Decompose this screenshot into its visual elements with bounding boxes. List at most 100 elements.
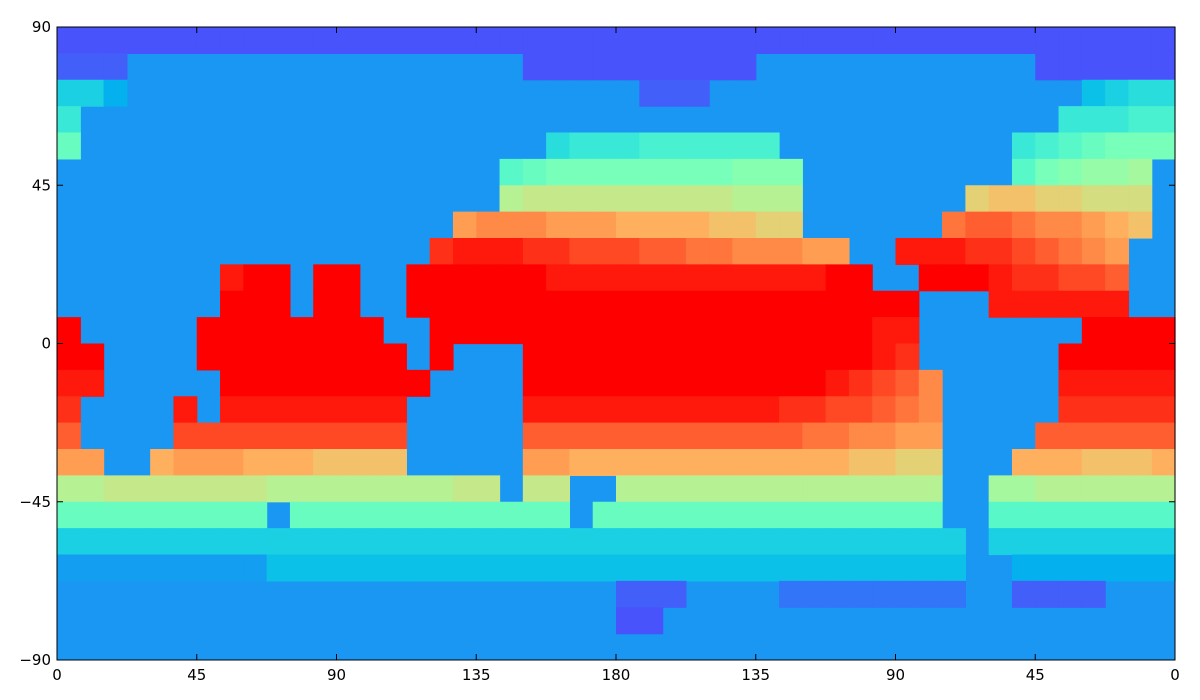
heatmap-cell (522, 528, 547, 556)
heatmap-cell (639, 449, 664, 476)
x-tick-label: 135 (741, 666, 770, 684)
heatmap-cell (592, 501, 617, 529)
heatmap-cell (779, 422, 803, 450)
heatmap-cell (592, 185, 617, 213)
heatmap-cell (266, 422, 291, 450)
heatmap-cell (1035, 475, 1060, 503)
heatmap-cell (522, 396, 547, 424)
heatmap-cell (1105, 79, 1130, 107)
heatmap-cell (1081, 369, 1106, 397)
heatmap-cell (1058, 475, 1083, 503)
heatmap-cell (499, 27, 524, 54)
heatmap-cell (662, 211, 687, 239)
heatmap-cell (266, 343, 291, 371)
heatmap-cell (755, 501, 780, 529)
heatmap-cell (80, 369, 105, 397)
heatmap-cell (872, 475, 897, 503)
heatmap-cell (732, 343, 757, 371)
heatmap-cell (1035, 27, 1060, 54)
heatmap-cell (103, 27, 128, 54)
heatmap-cell (359, 554, 384, 582)
heatmap-cell (80, 343, 105, 371)
heatmap-cell (872, 396, 897, 424)
heatmap-cell (429, 238, 454, 265)
heatmap-cell (173, 449, 198, 476)
heatmap-cell (616, 554, 640, 582)
heatmap-cell (383, 475, 407, 503)
heatmap-cell (918, 238, 943, 265)
heatmap-cell (895, 396, 920, 424)
heatmap-cell (1035, 290, 1060, 318)
heatmap-cell (1011, 264, 1036, 292)
heatmap-cell (709, 422, 734, 450)
heatmap-cell (802, 554, 827, 582)
heatmap-cell (779, 475, 803, 503)
heatmap-cell (592, 422, 617, 450)
heatmap-cell (1011, 501, 1036, 529)
heatmap-cell (452, 290, 477, 318)
heatmap-cell (662, 53, 687, 81)
heatmap-cell (662, 290, 687, 318)
heatmap-cell (779, 501, 803, 529)
heatmap-cell (825, 554, 850, 582)
heatmap-cell (289, 369, 314, 397)
heatmap-cell (616, 132, 640, 160)
heatmap-cell (1058, 185, 1083, 213)
heatmap-cell (616, 238, 640, 265)
heatmap-cell (452, 475, 477, 503)
heatmap-cell (80, 475, 105, 503)
heatmap-cell (1035, 53, 1060, 81)
heatmap-cell (872, 317, 897, 345)
heatmap-cell (569, 53, 594, 81)
heatmap-cell (732, 317, 757, 345)
heatmap-cell (383, 396, 407, 424)
heatmap-cell (80, 53, 105, 81)
heatmap-cell (1058, 211, 1083, 239)
heatmap-cell (173, 422, 198, 450)
heatmap-cell (243, 343, 268, 371)
heatmap-cell (569, 422, 594, 450)
heatmap-cell (1011, 290, 1036, 318)
heatmap-cell (1058, 580, 1083, 608)
heatmap-cell (336, 264, 361, 292)
heatmap-cell (1035, 238, 1060, 265)
heatmap-cell (1128, 106, 1153, 134)
heatmap-cell (1151, 554, 1176, 582)
heatmap-cell (755, 264, 780, 292)
heatmap-cell (546, 501, 571, 529)
heatmap-cell (80, 554, 105, 582)
heatmap-cell (499, 317, 524, 345)
heatmap-cell (406, 290, 431, 318)
heatmap-cell (1035, 501, 1060, 529)
heatmap-cell (1011, 580, 1036, 608)
heatmap-cell (522, 449, 547, 476)
heatmap-cell (57, 317, 81, 345)
heatmap-cell (1035, 132, 1060, 160)
heatmap-cell (57, 369, 81, 397)
heatmap-cell (1081, 238, 1106, 265)
heatmap-cell (1151, 528, 1176, 556)
heatmap-cell (196, 449, 221, 476)
heatmap-cell (895, 238, 920, 265)
heatmap-cell (1128, 185, 1153, 213)
heatmap-cell (918, 554, 943, 582)
heatmap-cell (359, 396, 384, 424)
heatmap-cell (802, 238, 827, 265)
heatmap-cell (639, 185, 664, 213)
heatmap-cell (57, 53, 81, 81)
heatmap-cell (639, 369, 664, 397)
heatmap-cell (1035, 554, 1060, 582)
heatmap-cell (732, 53, 757, 81)
heatmap-cell (266, 264, 291, 292)
heatmap-cell (429, 290, 454, 318)
heatmap-cell (196, 554, 221, 582)
heatmap-cell (918, 369, 943, 397)
heatmap-cell (802, 317, 827, 345)
heatmap-cell (1058, 53, 1083, 81)
heatmap-cell (872, 369, 897, 397)
heatmap-cell (685, 343, 710, 371)
heatmap-cell (1035, 211, 1060, 239)
heatmap-cell (243, 369, 268, 397)
heatmap-cell (173, 528, 198, 556)
heatmap-cell (639, 264, 664, 292)
